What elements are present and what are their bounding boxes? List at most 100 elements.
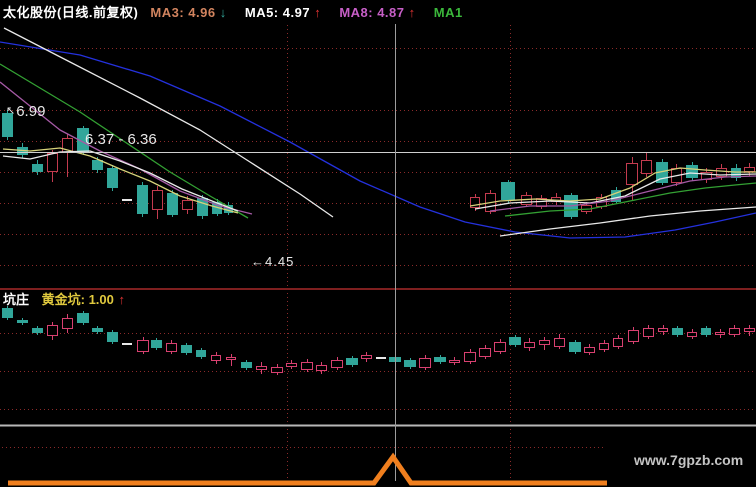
candle-down (686, 165, 698, 178)
indicator-up-arrow-icon: ↑ (118, 292, 126, 307)
candle-up (286, 363, 297, 367)
candle-up (62, 318, 73, 329)
candle-up (152, 190, 163, 210)
candle-down (137, 185, 148, 214)
candle-down (32, 164, 43, 172)
candle-up (494, 342, 506, 352)
candle-up (449, 360, 460, 363)
low-price-annotation: ←4.45 (251, 254, 295, 269)
candle-up (584, 347, 595, 353)
candle-up (643, 328, 654, 337)
candle-down (197, 198, 208, 216)
candle-up (729, 328, 740, 335)
candle-down (2, 308, 13, 318)
price-mark-dash (122, 343, 132, 345)
high-price-annotation: ↖6.99 (6, 103, 45, 120)
candle-up (137, 340, 149, 352)
candle-down (151, 340, 162, 348)
ma3-value: MA3: 4.96 (150, 5, 216, 20)
candle-down (32, 328, 43, 333)
candle-up (716, 168, 727, 177)
candle-up (479, 348, 491, 357)
candle-up (715, 332, 725, 335)
candle-up (47, 325, 58, 336)
candle-down (212, 202, 222, 214)
price-mark-dash (122, 199, 132, 201)
candle-down (92, 160, 103, 170)
candle-up (671, 168, 682, 183)
ma8-up-arrow-icon: ↑ (408, 5, 416, 20)
candle-up (536, 198, 547, 207)
candle-down (434, 357, 446, 362)
candle-up (554, 338, 565, 347)
candle-up (641, 160, 652, 174)
candle-up (271, 367, 283, 373)
chart-header-bar: 太化股份(日线.前复权) MA3: 4.96 ↓ MA5: 4.97 ↑ MA8… (3, 2, 463, 21)
candle-up (47, 153, 58, 172)
watermark-text: www.7gpzb.com (634, 452, 744, 468)
candle-down (731, 168, 741, 178)
candle-up (62, 138, 73, 153)
candle-up (464, 352, 476, 362)
candle-down (241, 362, 252, 368)
candle-down (107, 168, 118, 188)
candle-up (419, 358, 431, 368)
candle-up (301, 362, 313, 370)
candle-up (539, 340, 550, 345)
price-pointer-icon: ↖ (6, 105, 16, 117)
indicator-value: 黄金坑: 1.00 (41, 292, 114, 307)
candle-up (470, 197, 480, 208)
candle-down (701, 328, 711, 335)
candle-down (389, 357, 401, 362)
stock-title: 太化股份(日线.前复权) (3, 5, 139, 20)
candle-down (404, 360, 416, 367)
price-range-annotation: 6.37 - 6.36 (85, 131, 157, 148)
candle-up (658, 328, 668, 332)
ma8-value: MA8: 4.87 (339, 5, 405, 20)
candle-down (92, 328, 103, 332)
candle-up (331, 360, 343, 368)
candle-wick (231, 354, 232, 366)
indicator-name: 坑庄 (3, 292, 30, 307)
candle-up (166, 343, 177, 352)
candle-up (551, 197, 561, 202)
candle-down (509, 337, 521, 345)
candle-up (599, 343, 609, 350)
candle-down (672, 328, 683, 335)
candle-up (182, 200, 193, 210)
candle-down (564, 195, 578, 217)
candle-down (611, 190, 621, 202)
candle-up (701, 172, 712, 180)
candle-up (613, 338, 623, 347)
indicator-panel-label: 坑庄 黄金坑: 1.00 ↑ (3, 289, 125, 308)
candle-down (224, 205, 233, 213)
candle-down (569, 342, 581, 352)
ma5-up-arrow-icon: ↑ (314, 5, 322, 20)
candle-up (256, 366, 267, 370)
candle-up (744, 328, 755, 332)
candle-up (361, 355, 372, 359)
candle-down (107, 332, 118, 342)
candle-up (596, 197, 607, 207)
candle-up (626, 163, 638, 185)
ma5-value: MA5: 4.97 (244, 5, 311, 20)
candle-up (485, 193, 496, 212)
candle-up (744, 167, 755, 172)
candle-up (628, 330, 639, 342)
candle-up (521, 195, 532, 205)
ma3-down-arrow-icon: ↓ (219, 5, 227, 20)
candle-down (17, 147, 28, 155)
candle-up (581, 205, 592, 212)
candle-down (181, 345, 192, 353)
candle-down (17, 320, 28, 323)
candle-down (77, 313, 89, 323)
candle-down (196, 350, 206, 357)
price-mark-dash (376, 357, 386, 359)
candle-up (316, 365, 327, 371)
candle-down (167, 193, 178, 215)
candle-up (211, 355, 221, 361)
candle-up (687, 332, 697, 337)
candle-down (501, 182, 515, 200)
